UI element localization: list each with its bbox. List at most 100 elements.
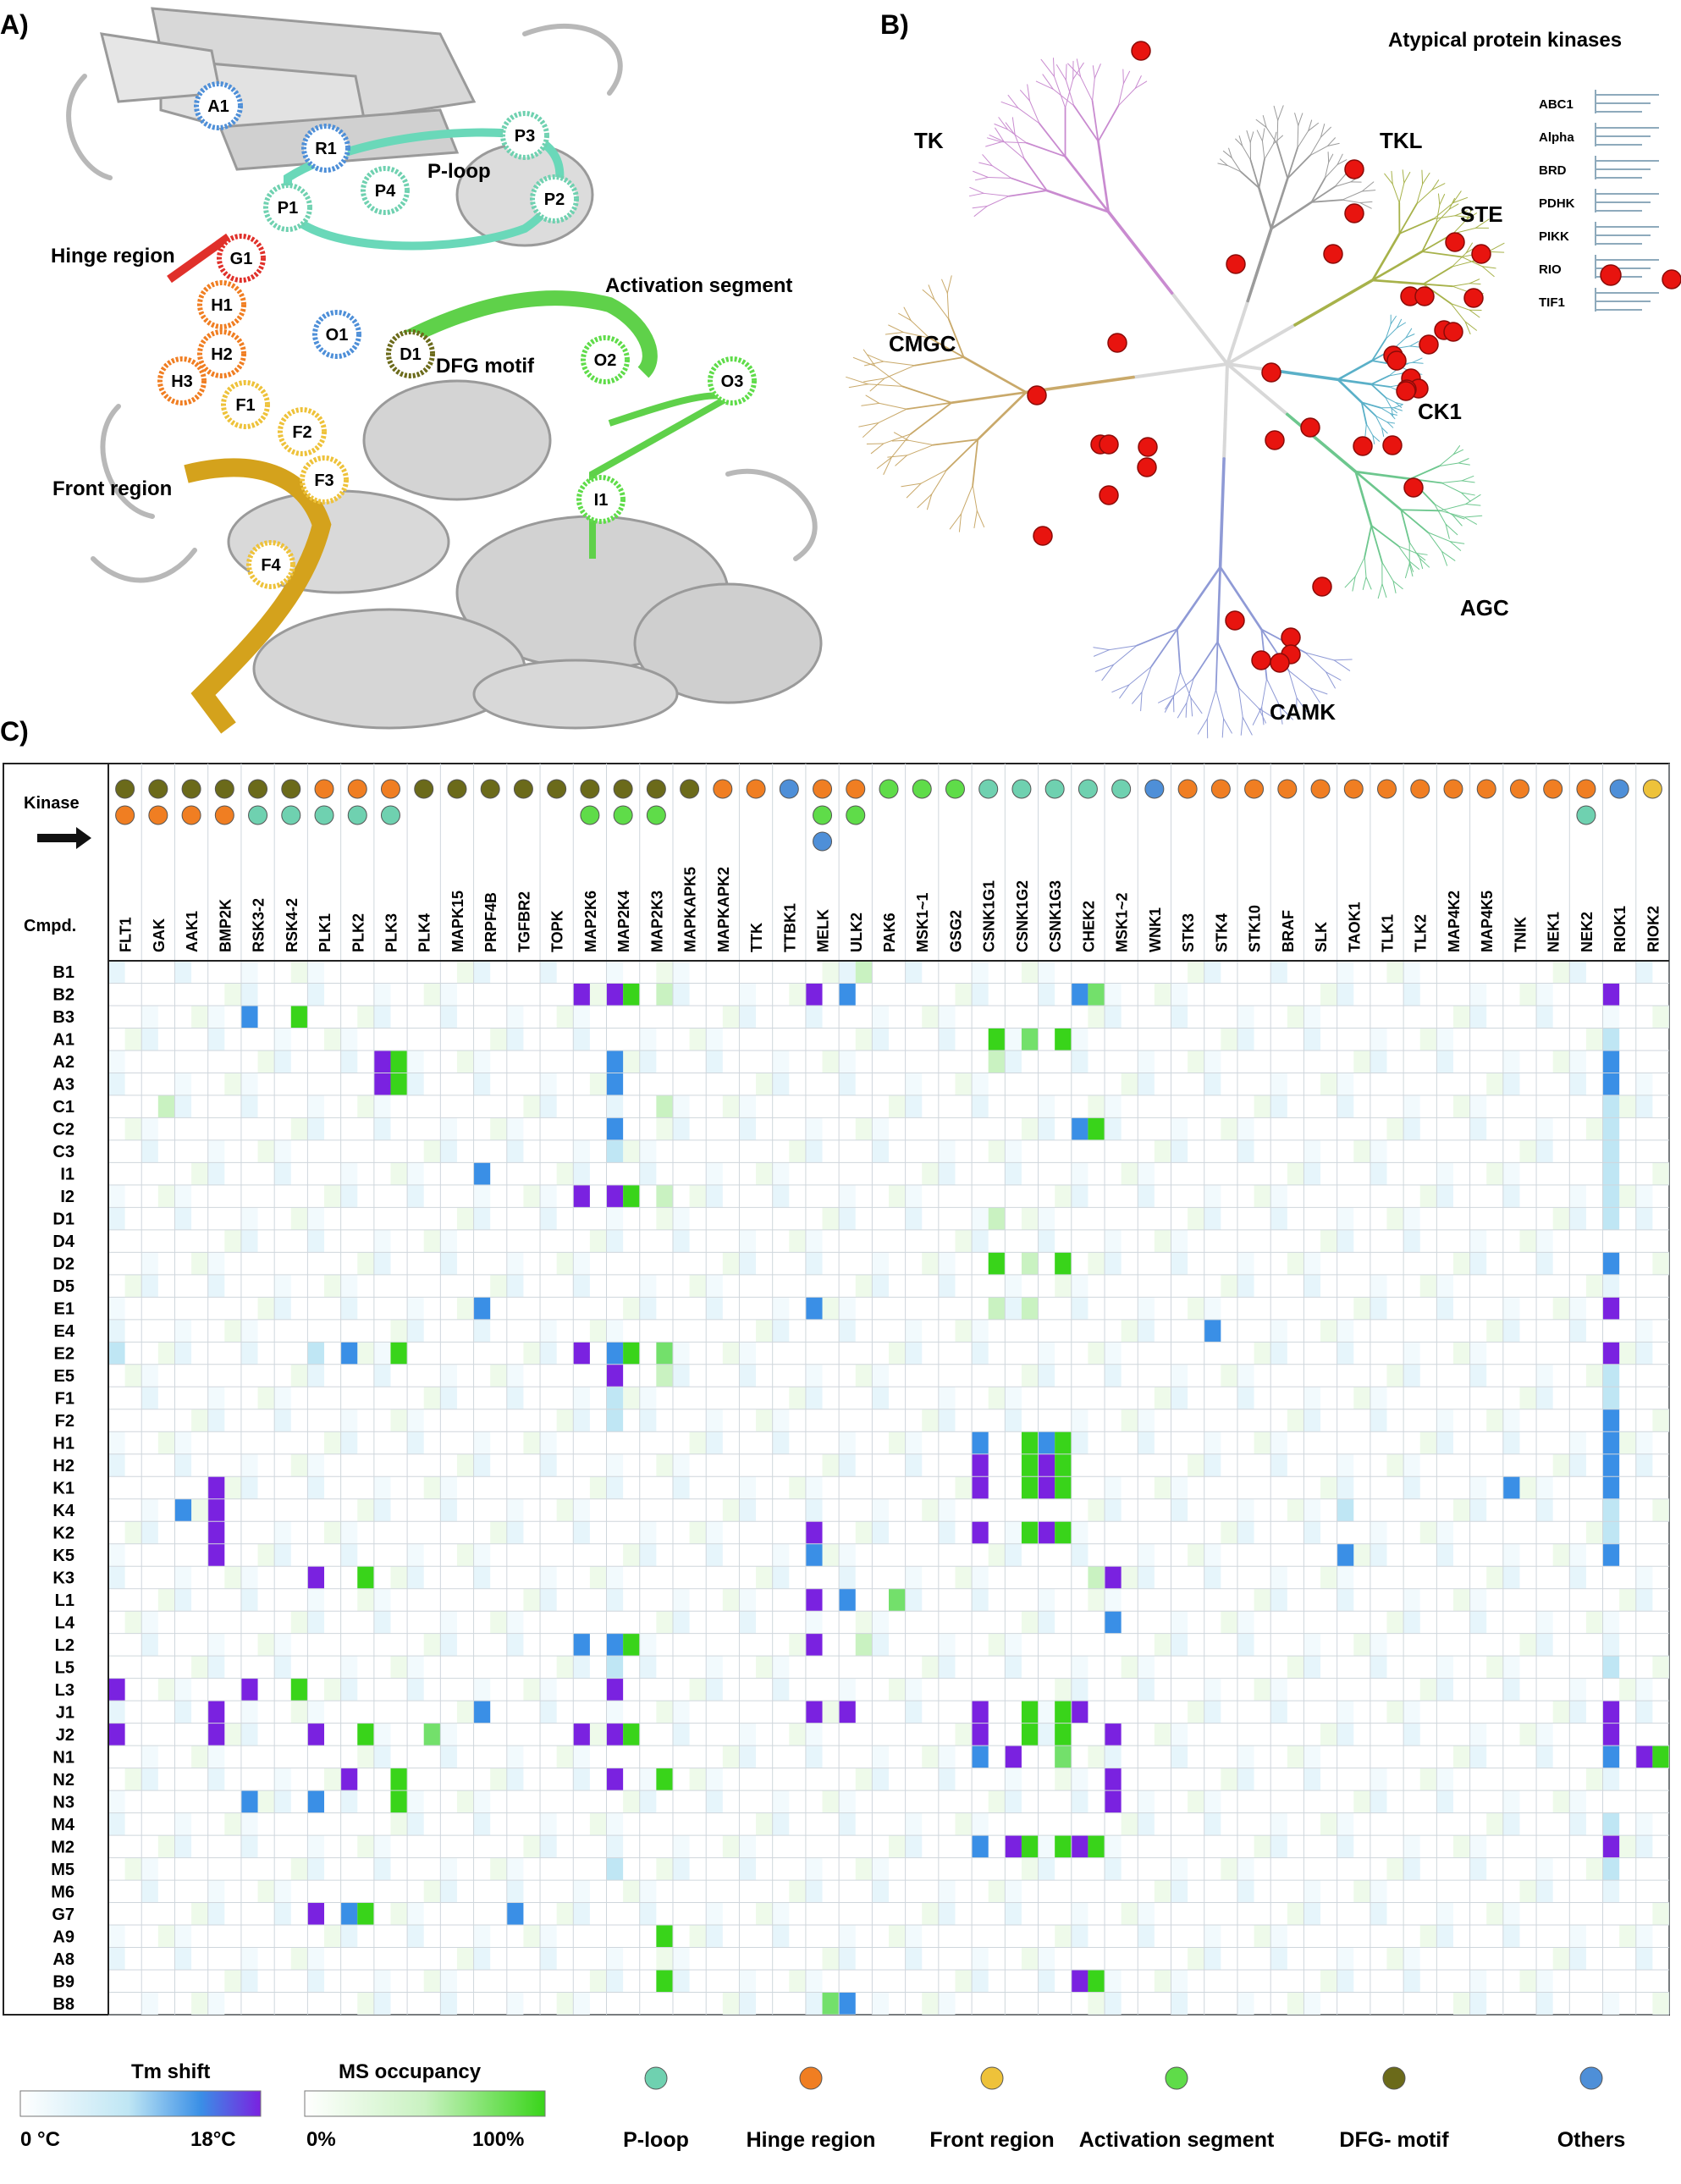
- ms-cell: [390, 1790, 408, 1813]
- tm-cell-faint: [506, 1633, 524, 1657]
- ms-cell-faint: [1652, 1409, 1669, 1432]
- tree-branch: [1053, 75, 1066, 108]
- protein-loops: [66, 24, 818, 583]
- tree-branch: [1361, 190, 1376, 192]
- region-dot: [347, 805, 367, 825]
- tm-cell-faint: [639, 1521, 657, 1544]
- tm-cell-faint: [606, 961, 624, 984]
- ms-cell-faint: [656, 1611, 673, 1634]
- tree-branch: [1422, 172, 1430, 185]
- tm-cell-faint: [739, 1498, 757, 1522]
- ms-cell-faint: [955, 1970, 973, 1993]
- ms-cell-faint: [1452, 1588, 1470, 1612]
- tm-cell-faint: [1536, 983, 1553, 1006]
- ms-cell-faint: [922, 1162, 939, 1185]
- ms-cell-faint: [1619, 1095, 1636, 1118]
- tm-cell-faint: [672, 1453, 690, 1477]
- kinase-row-header: Kinase: [24, 794, 80, 813]
- tm-cell-faint: [1237, 1139, 1254, 1163]
- kinase-column-label: PLK4: [416, 913, 433, 952]
- tree-branch: [958, 513, 962, 532]
- tm-cell-faint: [872, 1028, 889, 1051]
- tm-cell-faint: [872, 1521, 889, 1544]
- tm-cell-faint: [1071, 1543, 1089, 1567]
- ms-cell: [1021, 1252, 1039, 1275]
- ms-cell-faint: [1154, 983, 1171, 1006]
- tm-cell: [1602, 1476, 1620, 1499]
- tree-branch: [901, 385, 953, 404]
- tree-branch: [1150, 628, 1178, 668]
- tm-cell-faint: [307, 1835, 325, 1858]
- tm-cell: [240, 1790, 258, 1813]
- ms-cell-faint: [922, 1252, 939, 1275]
- tm-cell-faint: [706, 1925, 723, 1948]
- tm-cell-faint: [905, 1207, 923, 1230]
- tree-branch: [1027, 84, 1030, 102]
- ms-cell-faint: [1386, 1117, 1404, 1140]
- residue-label: F1: [235, 396, 255, 415]
- tree-trunk: [1170, 291, 1229, 366]
- tm-cell: [1602, 1139, 1620, 1163]
- tm-cell-faint: [1204, 1947, 1221, 1971]
- tree-branch: [1452, 445, 1461, 455]
- tm-cell-faint: [373, 1992, 391, 2015]
- tree-branch: [1240, 171, 1260, 189]
- tm-cell-faint: [1436, 1543, 1453, 1567]
- tm-cell: [1602, 1297, 1620, 1320]
- tm-cell-faint: [108, 1431, 125, 1454]
- tm-cell-faint: [1171, 1746, 1188, 1768]
- tm-cell-faint: [540, 1342, 557, 1365]
- tree-branch: [1258, 186, 1273, 230]
- tm-cell-faint: [672, 1857, 690, 1881]
- residue-marker: [263, 183, 312, 232]
- tm-cell: [1602, 1431, 1620, 1454]
- tree-branch: [1134, 75, 1142, 89]
- ms-cell-faint: [1088, 1095, 1105, 1118]
- tree-branch: [974, 176, 989, 181]
- compound-row-label: B2: [52, 986, 74, 1005]
- tree-branch: [1106, 210, 1174, 295]
- tree-branch: [1398, 203, 1418, 234]
- tm-cell-faint: [1071, 1431, 1089, 1454]
- tm-cell-faint: [872, 1498, 889, 1522]
- tree-branch: [1246, 130, 1251, 143]
- tm-cell-faint: [1436, 1162, 1453, 1185]
- ms-cell-faint: [124, 1364, 142, 1387]
- tm-cell-faint: [805, 1970, 823, 1993]
- tm-cell: [606, 1387, 624, 1409]
- tm-cell-faint: [1569, 1184, 1586, 1208]
- tm-cell-faint: [905, 1342, 923, 1365]
- tree-branch: [884, 365, 916, 379]
- kinase-column-label: GSG2: [947, 910, 964, 952]
- tm-cell-faint: [108, 1790, 125, 1813]
- tm-cell-faint: [473, 1431, 491, 1454]
- tm-cell-faint: [506, 1252, 524, 1275]
- tm-cell-faint: [1436, 1902, 1453, 1926]
- ms-cell-faint: [1452, 1005, 1470, 1029]
- region-dot: [613, 805, 633, 825]
- ms-cell-faint: [324, 1521, 341, 1544]
- tm-cell-faint: [1502, 1050, 1520, 1073]
- ms-cell-faint: [556, 1409, 574, 1432]
- tree-branch: [1360, 401, 1382, 409]
- tm-cell-faint: [240, 1073, 258, 1095]
- tree-branch: [989, 135, 1005, 142]
- tree-branch: [1270, 201, 1313, 230]
- tree-branch: [1386, 422, 1396, 424]
- region-dot: [1509, 779, 1529, 799]
- tree-branch: [1111, 684, 1130, 693]
- tree-branch: [1265, 126, 1278, 145]
- tm-cell-faint: [805, 1476, 823, 1499]
- residue-marker: [708, 356, 757, 405]
- ms-cell-faint: [756, 1902, 773, 1926]
- ms-cell: [988, 1297, 1006, 1320]
- tm-cell-faint: [1602, 1633, 1620, 1657]
- tm-cell-faint: [1436, 1925, 1453, 1948]
- tree-branch: [972, 484, 978, 511]
- tm-cell-faint: [1536, 1880, 1553, 1903]
- tm-cell-faint: [938, 1521, 956, 1544]
- tm-cell-faint: [506, 1498, 524, 1522]
- tree-branch: [922, 289, 935, 301]
